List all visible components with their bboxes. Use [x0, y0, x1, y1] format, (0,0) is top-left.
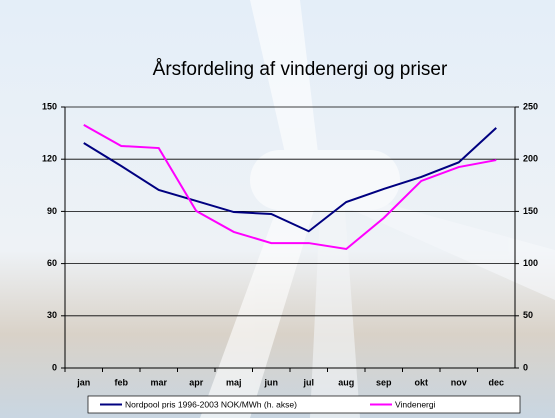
x-tick-label: maj [226, 377, 242, 387]
y-tick-label: 150 [42, 101, 57, 111]
x-tick-label: jan [76, 377, 90, 387]
legend-label: Nordpool pris 1996-2003 NOK/MWh (h. akse… [125, 399, 297, 409]
series-line [83, 124, 497, 251]
x-tick-label: jul [303, 377, 315, 387]
y-tick-label: 30 [47, 310, 57, 320]
x-tick-label: okt [415, 377, 429, 387]
y2-tick-label: 0 [523, 362, 528, 372]
x-tick-label: apr [189, 377, 204, 387]
x-tick-label: jun [264, 377, 279, 387]
legend-label: Vindenergi [395, 399, 436, 409]
x-tick-label: nov [451, 377, 467, 387]
y-tick-label: 60 [47, 258, 57, 268]
x-tick-label: aug [338, 377, 354, 387]
turbine-photo [200, 0, 555, 418]
x-tick-label: mar [150, 377, 167, 387]
y2-tick-label: 100 [523, 258, 538, 268]
y2-tick-label: 250 [523, 101, 538, 111]
y2-tick-label: 50 [523, 310, 533, 320]
y-tick-label: 0 [52, 362, 57, 372]
x-tick-label: dec [488, 377, 504, 387]
series-line [83, 127, 497, 233]
x-tick-label: sep [376, 377, 392, 387]
y2-tick-label: 200 [523, 154, 538, 164]
chart-title: Årsfordeling af vindenergi og priser [153, 59, 448, 80]
y-tick-label: 120 [42, 154, 57, 164]
y2-tick-label: 150 [523, 206, 538, 216]
legend [87, 395, 521, 414]
y-tick-label: 90 [47, 206, 57, 216]
x-tick-label: feb [115, 377, 129, 387]
